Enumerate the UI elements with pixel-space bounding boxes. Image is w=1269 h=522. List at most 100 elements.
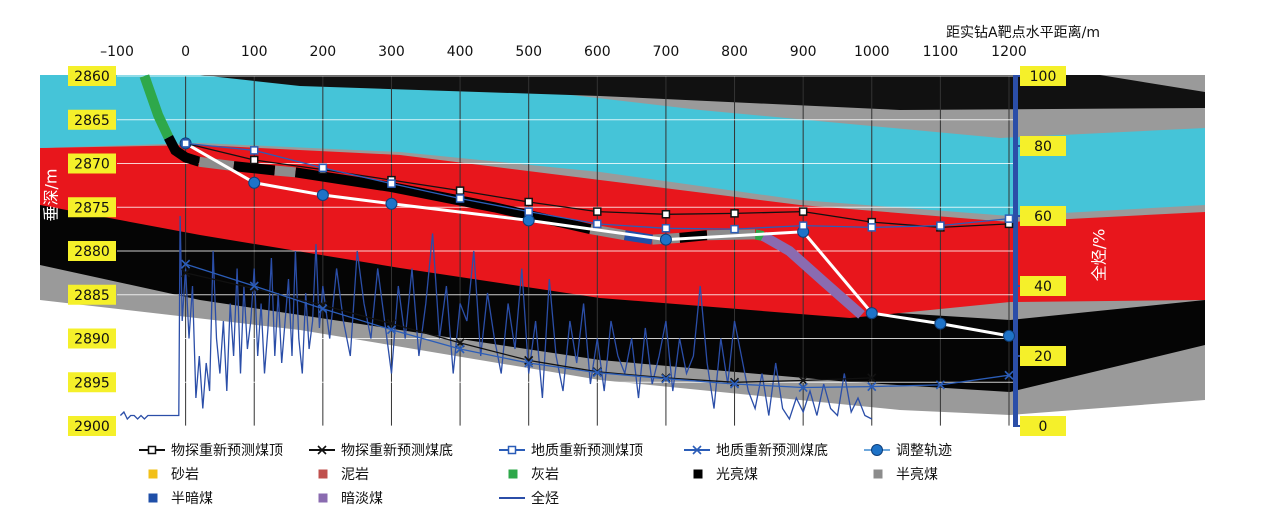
marker <box>181 259 191 269</box>
marker <box>318 493 328 503</box>
y2-axis-title: 全烃/% <box>1090 229 1109 282</box>
y2-tick-label: 80 <box>1034 139 1052 155</box>
stratum-white <box>117 318 1013 426</box>
legend-label: 半暗煤 <box>171 491 213 507</box>
legend-label: 半亮煤 <box>896 466 938 483</box>
stratum-black-top <box>200 75 1205 110</box>
x-tick-label: 900 <box>790 44 817 60</box>
y2-tick-label: 60 <box>1034 209 1052 225</box>
x-tick-label: 100 <box>241 44 268 60</box>
marker <box>455 194 465 203</box>
tick-box <box>1020 136 1066 156</box>
y-tick-label: 2870 <box>74 157 110 173</box>
legend-label: 地质重新预测煤底 <box>716 443 828 459</box>
marker <box>867 373 877 383</box>
x-tick-label: 600 <box>584 44 611 60</box>
x-tick-label: 300 <box>378 44 405 60</box>
marker <box>147 445 157 455</box>
tick-box <box>68 109 116 130</box>
marker <box>522 214 535 227</box>
marker <box>693 469 703 479</box>
y-tick-label: 2890 <box>74 332 110 348</box>
y2-tick-label: 40 <box>1034 279 1052 295</box>
legend-label: 砂岩 <box>171 467 199 483</box>
marker <box>181 139 190 148</box>
marker <box>593 219 602 229</box>
x-tick-label: 700 <box>653 44 680 60</box>
series-line <box>184 142 1010 338</box>
marker <box>730 209 739 218</box>
y-axis-title: 垂深/m <box>42 169 61 222</box>
tick-box <box>1020 206 1066 226</box>
legend-item: 半亮煤 <box>873 466 938 483</box>
marker <box>935 380 945 390</box>
marker <box>729 379 740 389</box>
marker <box>798 382 808 393</box>
marker <box>692 445 702 455</box>
x-tick-label: –100 <box>100 44 134 60</box>
tick-box <box>68 153 116 174</box>
tick-box <box>1020 66 1066 86</box>
tick-box <box>68 197 116 218</box>
legend-label: 地质重新预测煤顶 <box>531 443 643 459</box>
marker <box>524 207 533 216</box>
legend-item: 泥岩 <box>318 467 369 483</box>
marker <box>659 233 672 246</box>
marker <box>317 445 327 455</box>
marker <box>249 281 259 291</box>
x-tick-label: 1100 <box>923 44 959 60</box>
marker <box>455 344 465 354</box>
y2-axis-line <box>1013 76 1018 426</box>
lithology-segment <box>164 134 708 243</box>
marker <box>318 469 328 479</box>
lithology-segment <box>760 231 865 319</box>
marker <box>798 375 808 386</box>
marker <box>1004 370 1014 380</box>
marker <box>318 163 328 173</box>
marker <box>507 445 517 455</box>
legend-item: 暗淡煤 <box>318 491 383 507</box>
legend-item: 光亮煤 <box>693 466 758 483</box>
marker <box>729 377 740 387</box>
legend-item: 砂岩 <box>148 467 199 483</box>
marker <box>249 155 259 165</box>
legend-label: 物探重新预测煤底 <box>341 443 453 459</box>
marker <box>148 469 158 479</box>
x-tick-label: 400 <box>447 44 474 60</box>
tick-box <box>1020 276 1066 296</box>
tick-box <box>68 66 116 86</box>
stratum-cyan <box>40 75 1205 216</box>
marker <box>934 317 947 330</box>
legend-label: 物探重新预测煤顶 <box>171 443 283 459</box>
y-tick-label: 2895 <box>74 375 110 391</box>
marker <box>661 374 671 384</box>
legend-label: 灰岩 <box>531 467 559 483</box>
marker <box>661 210 671 219</box>
marker <box>455 186 465 195</box>
x-tick-label: 800 <box>721 44 748 60</box>
y-tick-label: 2885 <box>74 288 110 304</box>
tick-box <box>1020 416 1066 436</box>
legend-item: 地质重新预测煤底 <box>684 443 828 459</box>
marker <box>873 469 883 479</box>
legend-label: 暗淡煤 <box>341 491 383 507</box>
x-tick-label: 500 <box>515 44 542 60</box>
legend-item: 灰岩 <box>508 467 559 483</box>
x-axis-title: 距实钻A靶点水平距离/m <box>946 24 1100 41</box>
marker <box>865 307 878 320</box>
legend-item: 地质重新预测煤顶 <box>499 443 643 459</box>
marker <box>148 493 158 503</box>
marker <box>387 179 396 188</box>
x-tick-label: 1000 <box>854 44 890 60</box>
legend-label: 光亮煤 <box>716 466 758 483</box>
legend-label: 调整轨迹 <box>896 443 952 459</box>
y-tick-label: 2900 <box>74 419 110 435</box>
marker <box>249 284 259 294</box>
marker <box>730 224 739 234</box>
y-tick-label: 2875 <box>74 200 110 216</box>
legend-label: 泥岩 <box>341 467 369 483</box>
marker <box>1003 329 1015 342</box>
y-tick-label: 2860 <box>74 69 110 85</box>
marker <box>181 268 191 278</box>
marker <box>524 358 534 368</box>
